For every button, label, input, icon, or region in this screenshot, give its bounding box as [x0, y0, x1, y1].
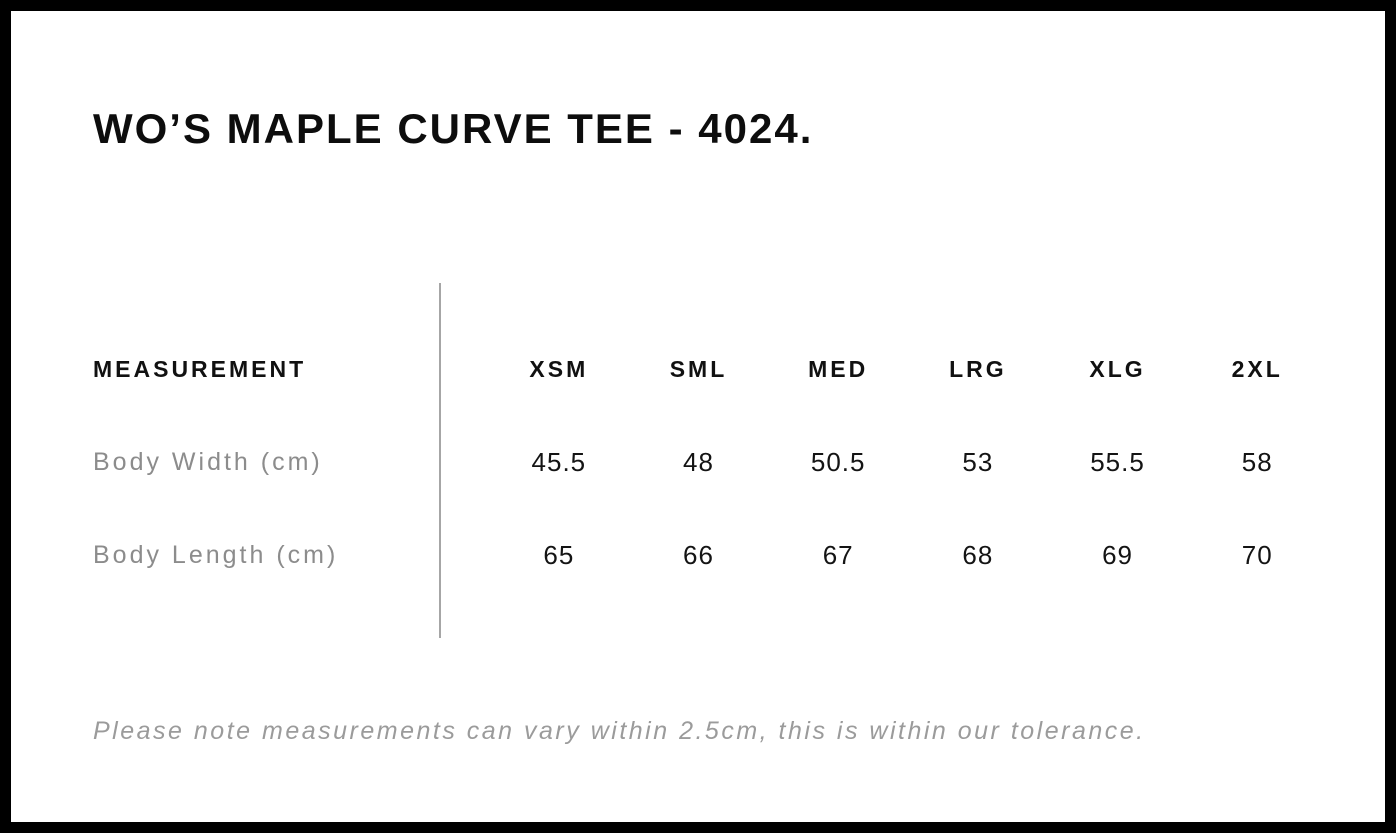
- measurement-value: 58: [1241, 447, 1273, 477]
- tolerance-note: Please note measurements can vary within…: [93, 717, 1146, 745]
- table-row-body-width: Body Width (cm) 45.5 48 50.5 53 55.5 58: [11, 416, 1385, 509]
- measurement-value: 70: [1241, 540, 1273, 570]
- page-title: WO’S MAPLE CURVE TEE - 4024.: [93, 105, 814, 152]
- column-header-lrg: LRG: [949, 356, 1007, 382]
- measurement-value: 45.5: [531, 447, 587, 477]
- measurement-value: 65: [543, 540, 575, 570]
- column-header-xlg: XLG: [1089, 356, 1146, 382]
- measurement-row-label: Body Width (cm): [93, 448, 323, 476]
- measurement-row-label: Body Length (cm): [93, 541, 339, 569]
- measurement-value: 48: [683, 447, 714, 477]
- vertical-divider: [439, 283, 441, 638]
- table-row-body-length: Body Length (cm) 65 66 67 68 69 70: [11, 509, 1385, 602]
- measurement-value: 66: [683, 540, 714, 570]
- column-header-med: MED: [808, 356, 869, 382]
- measurement-value: 50.5: [810, 447, 866, 477]
- measurement-value: 53: [962, 447, 994, 477]
- measurement-value: 67: [822, 540, 854, 570]
- column-header-xsm: XSM: [529, 356, 589, 382]
- table-header-row: MEASUREMENT XSM SML MED LRG XLG 2XL: [11, 323, 1385, 416]
- size-chart-table: MEASUREMENT XSM SML MED LRG XLG 2XL Body…: [11, 323, 1385, 602]
- column-header-sml: SML: [669, 356, 728, 382]
- measurement-value: 55.5: [1090, 447, 1145, 477]
- column-header-measurement: MEASUREMENT: [93, 356, 307, 382]
- column-header-2xl: 2XL: [1231, 356, 1283, 382]
- measurement-value: 68: [962, 540, 994, 570]
- measurement-value: 69: [1102, 540, 1133, 570]
